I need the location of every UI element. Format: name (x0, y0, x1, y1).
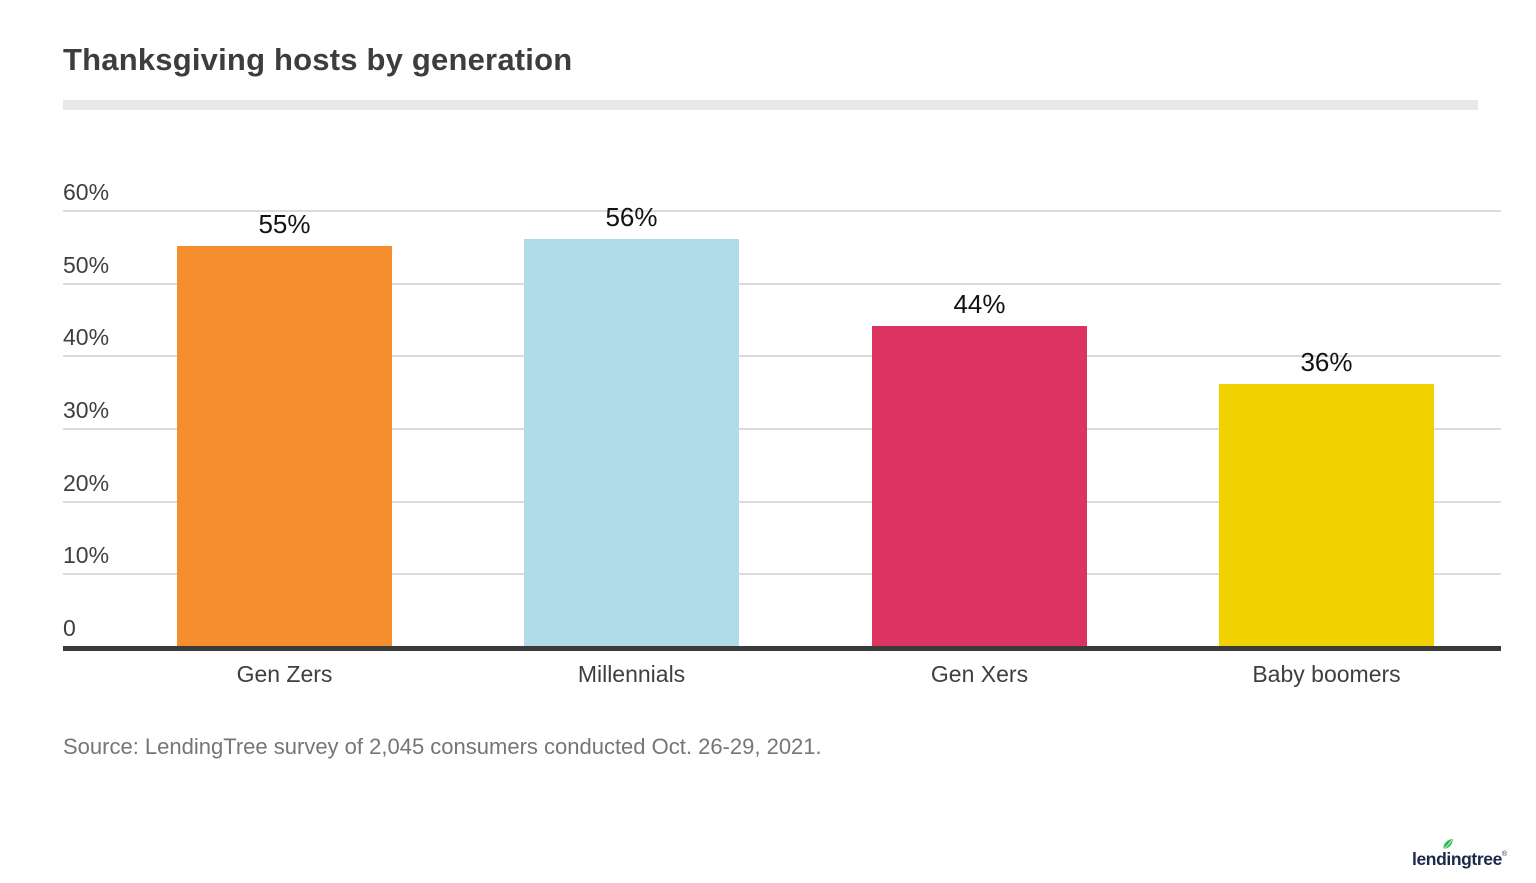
gridline-50 (63, 283, 1501, 285)
value-label-gen-zers: 55% (258, 209, 311, 239)
logo-wordmark-text: lendingtree (1412, 849, 1502, 869)
gridline-60 (63, 210, 1501, 212)
ytick-label-50: 50% (63, 252, 110, 278)
bar-gen-xers (872, 326, 1087, 646)
plot-area: 0 10% 20% 30% 40% 50% 60% 55% Gen Zers 56% Millenn… (63, 0, 1501, 760)
category-label-baby-boomers: Baby boomers (1252, 661, 1401, 687)
gridline-30 (63, 428, 1501, 430)
category-label-gen-xers: Gen Xers (930, 661, 1029, 687)
title-rule (63, 100, 1478, 110)
gridline-40 (63, 355, 1501, 357)
gridline-10 (63, 573, 1501, 575)
bar-millennials (524, 239, 739, 646)
lendingtree-logo: lendingtree® (1412, 838, 1522, 872)
x-axis-line (63, 646, 1501, 651)
ytick-label-0: 0 (63, 615, 76, 641)
gridline-20 (63, 501, 1501, 503)
bar-gen-zers (177, 246, 392, 646)
registered-mark: ® (1501, 851, 1508, 858)
category-label-gen-zers: Gen Zers (236, 661, 333, 687)
ytick-label-60: 60% (63, 179, 110, 205)
logo-wordmark: lendingtree® (1412, 849, 1507, 870)
value-label-baby-boomers: 36% (1300, 347, 1353, 377)
source-note: Source: LendingTree survey of 2,045 cons… (63, 734, 822, 759)
ytick-label-10: 10% (63, 542, 110, 568)
category-label-millennials: Millennials (577, 661, 686, 687)
bar-baby-boomers (1219, 384, 1434, 646)
leaf-icon (1443, 838, 1453, 850)
value-label-gen-xers: 44% (953, 289, 1006, 319)
value-label-millennials: 56% (605, 202, 658, 232)
chart-title: Thanksgiving hosts by generation (63, 42, 573, 77)
ytick-label-30: 30% (63, 397, 110, 423)
ytick-label-20: 20% (63, 470, 110, 496)
ytick-label-40: 40% (63, 324, 110, 350)
